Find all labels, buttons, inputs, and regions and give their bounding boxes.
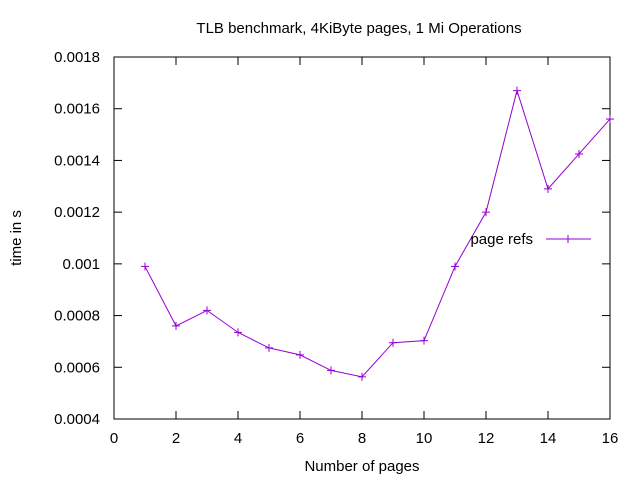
plot-frame (113, 56, 611, 420)
data-point (296, 350, 304, 359)
chart-title: TLB benchmark, 4KiByte pages, 1 Mi Opera… (196, 20, 521, 37)
data-point (564, 235, 572, 243)
axis-ticks (113, 56, 611, 420)
data-point (265, 343, 273, 352)
data-point (172, 321, 180, 330)
y-tick-label: 0.0016 (54, 101, 100, 118)
y-tick-label: 0.0012 (54, 204, 100, 221)
y-tick-label: 0.0004 (54, 411, 100, 428)
y-axis-label: time in s (8, 210, 25, 266)
x-tick-label: 0 (110, 430, 118, 447)
x-tick-label: 4 (234, 430, 242, 447)
x-tick-label: 12 (478, 430, 495, 447)
data-point (358, 372, 366, 381)
data-point (234, 328, 242, 337)
y-tick-label: 0.0014 (54, 152, 100, 169)
series-line (144, 88, 611, 378)
data-point (203, 306, 211, 315)
y-tick-label: 0.0006 (54, 359, 100, 376)
data-point (575, 149, 583, 158)
data-point (513, 86, 521, 95)
x-tick-label: 14 (540, 430, 557, 447)
data-point (606, 115, 614, 124)
legend-label: page refs (470, 231, 533, 248)
series-group (141, 86, 614, 381)
x-tick-label: 16 (602, 430, 619, 447)
x-tick-label: 10 (416, 430, 433, 447)
legend: page refs (470, 231, 591, 248)
y-tick-label: 0.0008 (54, 308, 100, 325)
legend-marker (564, 235, 572, 243)
data-point (141, 262, 149, 271)
y-tick-label: 0.001 (62, 256, 100, 273)
data-point (482, 208, 490, 217)
x-tick-label: 6 (296, 430, 304, 447)
data-point (327, 366, 335, 375)
x-tick-label: 8 (358, 430, 366, 447)
data-point (420, 336, 428, 345)
data-point (451, 262, 459, 271)
data-point (544, 184, 552, 193)
x-axis-label: Number of pages (304, 458, 419, 475)
x-tick-label: 2 (172, 430, 180, 447)
data-point (389, 338, 397, 347)
axis-tick-labels: 0 2 4 6 8 10 12 14 16 0.0004 0.0006 0.0008 0.001 0.00… (54, 49, 618, 447)
y-tick-label: 0.0018 (54, 49, 100, 66)
